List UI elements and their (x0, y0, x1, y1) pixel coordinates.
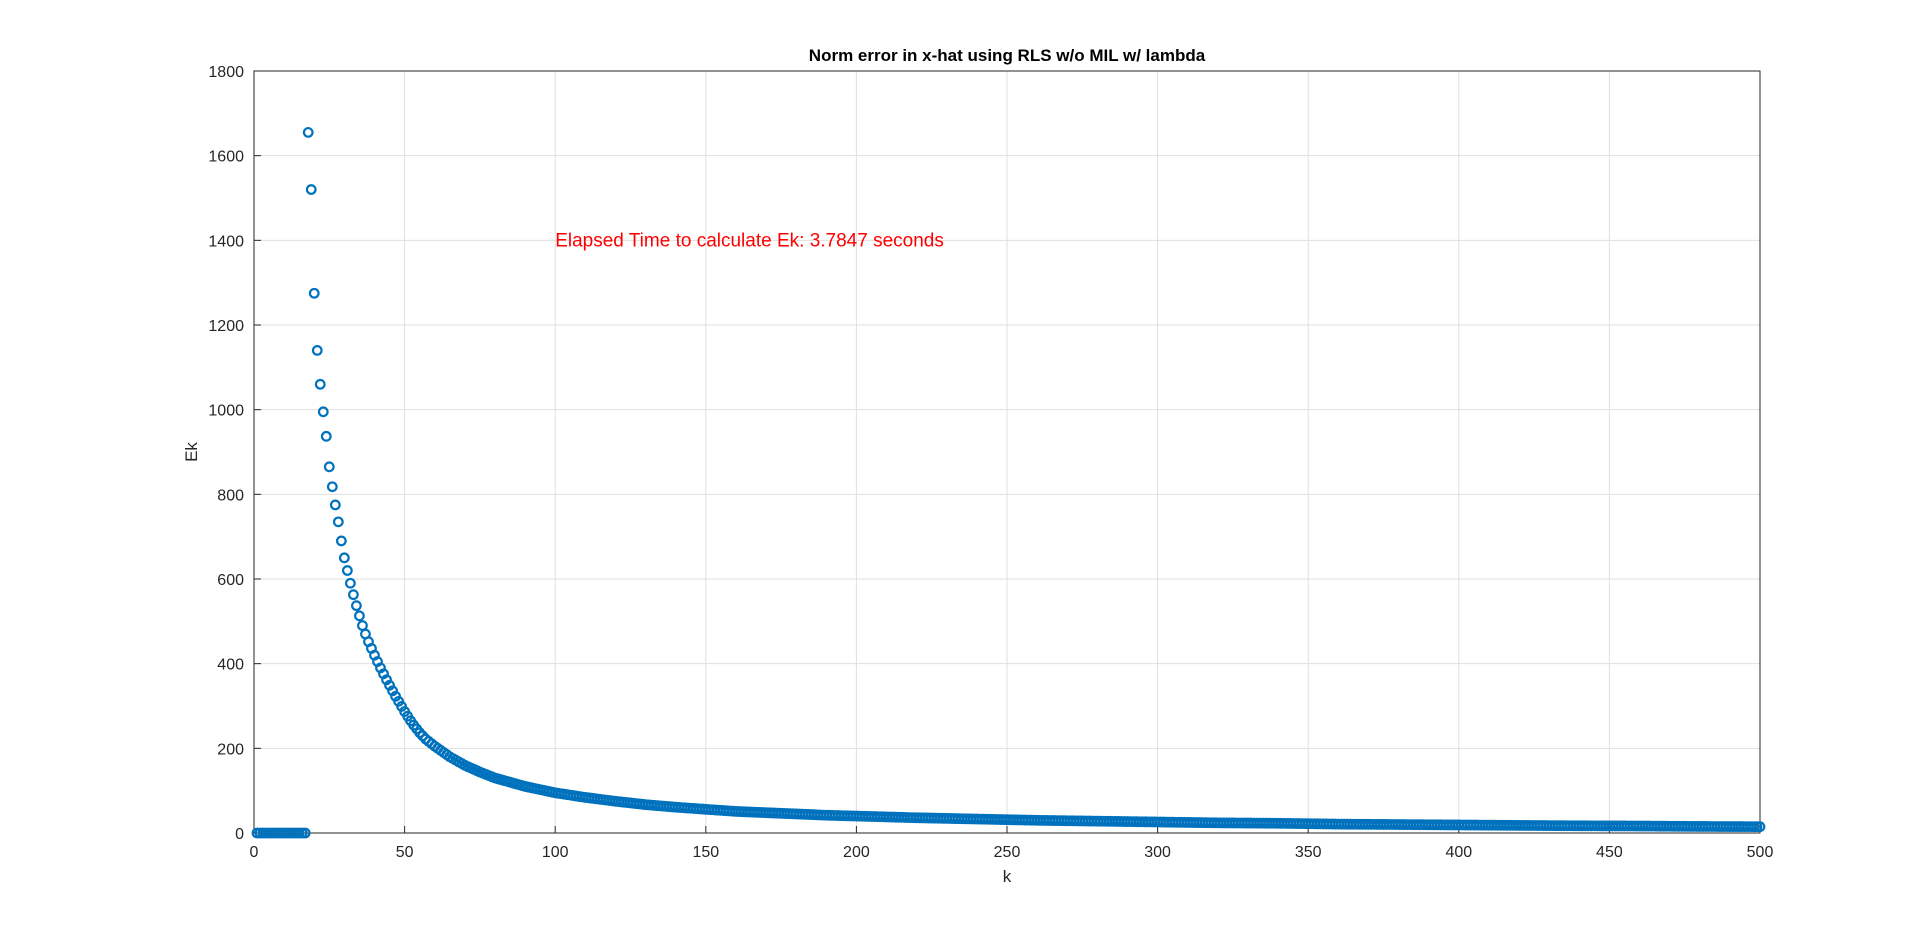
y-tick-label: 1800 (208, 64, 244, 81)
y-tick-label: 600 (217, 572, 244, 589)
y-tick-label: 400 (217, 657, 244, 674)
x-tick-label: 150 (692, 844, 719, 861)
data-point (317, 406, 329, 418)
elapsed-time-annotation: Elapsed Time to calculate Ek: 3.7847 sec… (555, 230, 944, 251)
y-axis-label: Ek (182, 442, 201, 462)
y-tick-label: 1600 (208, 149, 244, 166)
data-point (347, 589, 359, 601)
y-tick-label: 1000 (208, 403, 244, 420)
y-tick-label: 0 (235, 826, 244, 843)
data-point (308, 287, 320, 299)
x-tick-label: 400 (1445, 844, 1472, 861)
data-point (299, 827, 311, 839)
x-tick-label: 50 (396, 844, 414, 861)
data-markers (251, 126, 1766, 839)
data-point (1754, 821, 1766, 833)
x-tick-label: 300 (1144, 844, 1171, 861)
x-tick-label: 500 (1747, 844, 1774, 861)
data-point (351, 600, 362, 612)
x-tick-label: 450 (1596, 844, 1623, 861)
data-point (341, 565, 353, 576)
data-point (329, 499, 341, 511)
data-point (323, 461, 335, 473)
x-tick-label: 100 (542, 844, 569, 861)
data-point (320, 430, 332, 442)
x-tick-label: 250 (994, 844, 1021, 861)
data-point (387, 685, 398, 697)
data-point (326, 481, 338, 493)
data-point (335, 535, 347, 547)
x-tick-label: 200 (843, 844, 870, 861)
data-point (354, 610, 365, 622)
x-tick-label: 0 (250, 844, 259, 861)
data-point (314, 378, 326, 390)
y-tick-label: 200 (217, 741, 244, 758)
data-point (305, 184, 317, 195)
y-tick-label: 1200 (208, 318, 244, 335)
x-tick-label: 350 (1295, 844, 1322, 861)
y-tick-label: 1400 (208, 233, 244, 250)
grid-lines (253, 70, 1761, 834)
data-point (332, 516, 344, 528)
x-axis-label: k (1003, 867, 1012, 886)
data-point (357, 620, 368, 631)
data-point (302, 126, 314, 138)
data-point (311, 345, 323, 356)
data-point (344, 577, 356, 589)
axis-ticks: 0 50 100 150 200 250 300 350 400 450 500 0 200 400 600… (208, 64, 1773, 861)
data-point (381, 674, 392, 686)
data-point (338, 552, 350, 564)
y-tick-label: 800 (217, 487, 244, 504)
chart-title: Norm error in x-hat using RLS w/o MIL w/… (809, 46, 1206, 65)
data-point (384, 679, 395, 691)
